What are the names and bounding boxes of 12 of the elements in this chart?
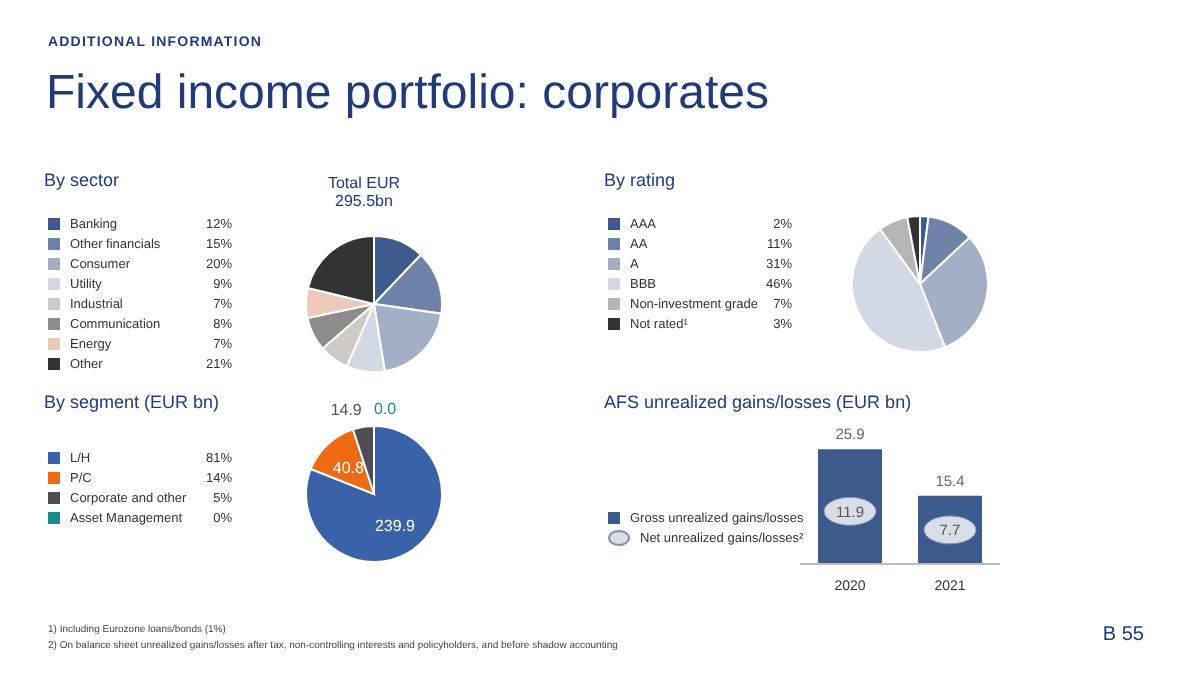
- chart-title: By sector: [44, 170, 120, 190]
- chart-title: AFS unrealized gains/losses (EUR bn): [604, 392, 912, 412]
- text: 239.9: [374, 516, 416, 535]
- chart-title: By rating: [604, 170, 676, 190]
- text: 0.0: [374, 400, 397, 418]
- chart-subtitle: Total EUR 295.5bn: [325, 174, 402, 210]
- text: B 55: [1102, 624, 1144, 646]
- text: 14.9: [330, 400, 362, 419]
- chart-title: By segment (EUR bn): [44, 392, 220, 412]
- text: 40.8: [332, 458, 364, 477]
- text: Fixed income portfolio: corporates: [46, 66, 769, 122]
- pie-slice: [305, 425, 443, 563]
